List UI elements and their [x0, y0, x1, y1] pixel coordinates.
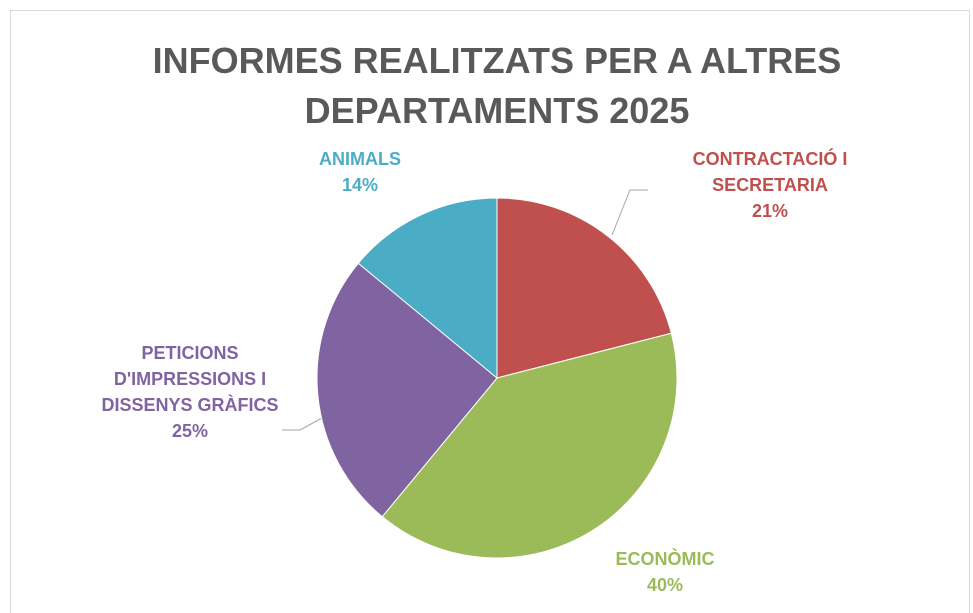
pie-slice: [496, 197, 672, 379]
category-label: ECONÒMIC: [615, 549, 715, 569]
data-label: PETICIONS D'IMPRESSIONS I DISSENYS GRÀFI…: [80, 340, 300, 444]
data-label: CONTRACTACIÓ I SECRETARIA 21%: [660, 146, 880, 224]
category-label: CONTRACTACIÓ I SECRETARIA: [692, 149, 848, 195]
leader-line: [611, 189, 648, 236]
category-label: ANIMALS: [319, 149, 401, 169]
data-label: ANIMALS 14%: [290, 146, 430, 198]
chart-frame: [10, 10, 970, 613]
leader-line: [282, 417, 323, 431]
pie-slice: [316, 262, 498, 518]
pie-slice: [381, 332, 678, 559]
value-label: 14%: [341, 175, 379, 195]
value-label: 40%: [646, 575, 684, 595]
value-label: 25%: [171, 421, 209, 441]
value-label: 21%: [751, 201, 789, 221]
pie-slice: [357, 197, 498, 380]
data-label: ECONÒMIC 40%: [590, 546, 740, 598]
chart-title: INFORMES REALITZATS PER A ALTRES DEPARTA…: [152, 40, 842, 131]
category-label: PETICIONS D'IMPRESSIONS I DISSENYS GRÀFI…: [101, 343, 279, 415]
